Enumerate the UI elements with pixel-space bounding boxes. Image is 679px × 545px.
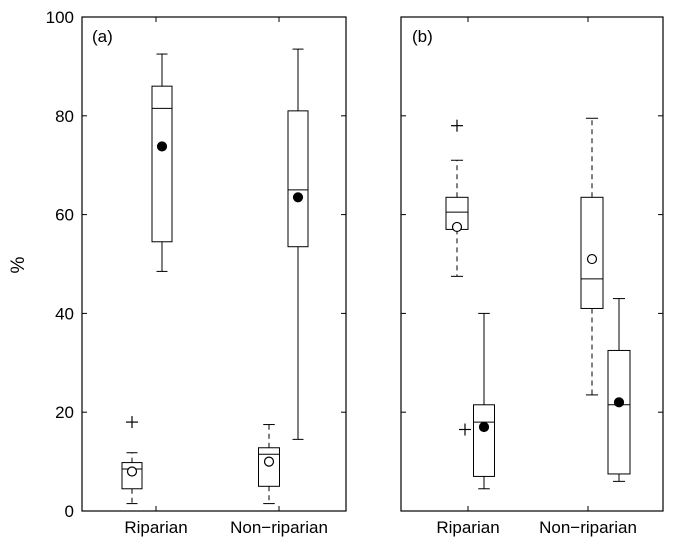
box-iqr [258, 447, 280, 487]
category-label-0: Riparian [436, 518, 499, 537]
y-tick-label-100: 100 [46, 8, 74, 27]
box-iqr [151, 85, 173, 243]
y-tick-label-40: 40 [55, 304, 74, 323]
mean-marker [292, 192, 304, 203]
box-iqr [580, 196, 604, 309]
y-axis-label: % [8, 256, 29, 273]
panel-b: (b) Riparian Non−riparian [400, 16, 664, 537]
mean-marker [263, 456, 275, 467]
y-tick-label-0: 0 [65, 502, 74, 521]
y-tick-label-80: 80 [55, 107, 74, 126]
panel-a-label: (a) [92, 27, 113, 46]
box-3 [607, 298, 631, 482]
box-2 [580, 117, 604, 396]
category-label-1: Non−riparian [230, 518, 328, 537]
box-iqr [607, 349, 631, 475]
mean-marker [478, 421, 490, 433]
mean-marker [613, 397, 625, 408]
box-iqr [287, 110, 309, 248]
box-0 [121, 416, 143, 505]
box-2 [258, 424, 280, 505]
category-label-0: Riparian [124, 518, 187, 537]
box-1 [459, 312, 495, 490]
mean-marker [156, 141, 168, 152]
panel-b-frame [400, 16, 664, 512]
y-tick-label-60: 60 [55, 206, 74, 225]
box-1 [151, 53, 173, 272]
box-iqr [473, 404, 495, 477]
box-0 [445, 119, 469, 277]
mean-marker [586, 253, 598, 265]
mean-marker [451, 221, 463, 233]
panel-a-frame [81, 16, 347, 512]
box-3 [287, 48, 309, 440]
panel-b-label: (b) [412, 27, 433, 46]
panel-a: (a) 0 20 40 60 80 100 Riparian Non−riparian [46, 8, 347, 537]
mean-marker [126, 466, 138, 477]
category-label-1: Non−riparian [539, 518, 637, 537]
y-tick-label-20: 20 [55, 403, 74, 422]
